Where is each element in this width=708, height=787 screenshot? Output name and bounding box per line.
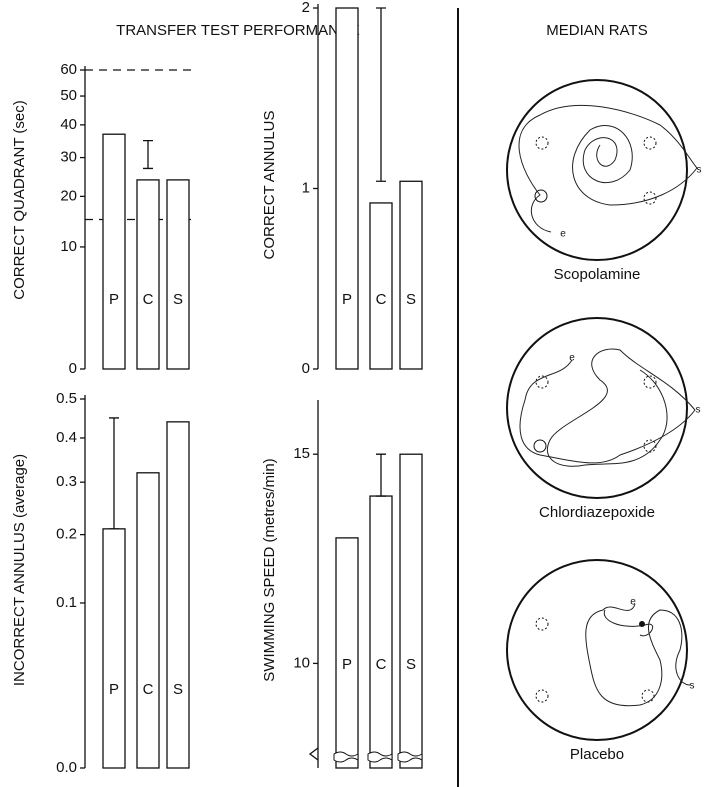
bar <box>400 454 422 768</box>
y-tick-label: 0 <box>69 360 77 377</box>
bar-label: S <box>173 291 183 308</box>
bar-label: C <box>143 291 154 308</box>
bar <box>336 8 358 369</box>
bar <box>167 180 189 369</box>
y-tick-label: 0.4 <box>56 429 77 446</box>
end-marker: e <box>560 229 566 240</box>
y-tick-label: 30 <box>60 149 77 166</box>
error-bar <box>376 8 386 181</box>
y-tick-label: 2 <box>302 0 310 16</box>
bar <box>103 134 125 369</box>
platform <box>536 690 548 702</box>
figure-title: TRANSFER TEST PERFORMANCE <box>116 22 360 39</box>
error-bar <box>376 454 386 496</box>
bar-label: C <box>376 291 387 308</box>
start-marker: s <box>690 681 695 692</box>
bar-label: P <box>342 291 352 308</box>
pool <box>507 318 687 498</box>
end-marker: e <box>569 353 575 364</box>
y-tick-label: 0.2 <box>56 526 77 543</box>
y-tick-label: 50 <box>60 87 77 104</box>
panel-label: Chlordiazepoxide <box>539 504 655 521</box>
platform <box>534 440 546 452</box>
pool <box>507 80 687 260</box>
bar-label: S <box>406 291 416 308</box>
y-tick-label: 10 <box>293 654 310 671</box>
y-tick-label: 0.1 <box>56 594 77 611</box>
platform <box>536 137 548 149</box>
bar-label: S <box>406 656 416 673</box>
trajectory <box>586 604 690 706</box>
y-tick-label: 60 <box>60 61 77 78</box>
bar <box>137 180 159 369</box>
panel-label: Scopolamine <box>554 266 641 283</box>
trajectory <box>520 349 695 466</box>
bar <box>167 422 189 768</box>
start-marker: s <box>697 165 702 176</box>
bar <box>400 181 422 369</box>
y-tick-label: 0.3 <box>56 473 77 490</box>
platform <box>639 621 645 627</box>
platform <box>642 690 654 702</box>
platform <box>644 440 656 452</box>
y-tick-label: 0 <box>302 360 310 377</box>
y-tick-label: 40 <box>60 116 77 133</box>
bar <box>103 529 125 768</box>
y-axis-label: CORRECT QUADRANT (sec) <box>11 100 28 299</box>
bar <box>137 473 159 768</box>
error-bar <box>109 418 119 529</box>
bar <box>370 496 392 768</box>
y-tick-label: 0.5 <box>56 390 77 407</box>
platform <box>536 618 548 630</box>
y-tick-label: 20 <box>60 187 77 204</box>
bar-label: C <box>376 656 387 673</box>
bar-label: P <box>342 656 352 673</box>
trajectory <box>519 105 697 232</box>
bar <box>370 203 392 369</box>
bar <box>336 538 358 768</box>
bar-label: P <box>109 291 119 308</box>
y-tick-label: 0.0 <box>56 759 77 776</box>
error-bar <box>143 141 153 169</box>
y-tick-label: 15 <box>293 445 310 462</box>
axis-break <box>310 748 318 760</box>
end-marker: e <box>630 597 636 608</box>
y-axis-label: INCORRECT ANNULUS (average) <box>11 454 28 686</box>
bar-label: P <box>109 681 119 698</box>
y-tick-label: 10 <box>60 238 77 255</box>
y-tick-label: 1 <box>302 179 310 196</box>
y-axis-label: CORRECT ANNULUS <box>261 111 278 260</box>
panel-label: Placebo <box>570 746 624 763</box>
bar-label: S <box>173 681 183 698</box>
platform <box>644 137 656 149</box>
diagrams <box>507 80 697 740</box>
start-marker: s <box>696 405 701 416</box>
figure: TRANSFER TEST PERFORMANCE MEDIAN RATS CO… <box>0 0 708 787</box>
platform <box>535 190 547 202</box>
diagram-title: MEDIAN RATS <box>546 22 647 39</box>
y-axis-label: SWIMMING SPEED (metres/min) <box>261 458 278 681</box>
pool <box>507 560 687 740</box>
bar-label: C <box>143 681 154 698</box>
